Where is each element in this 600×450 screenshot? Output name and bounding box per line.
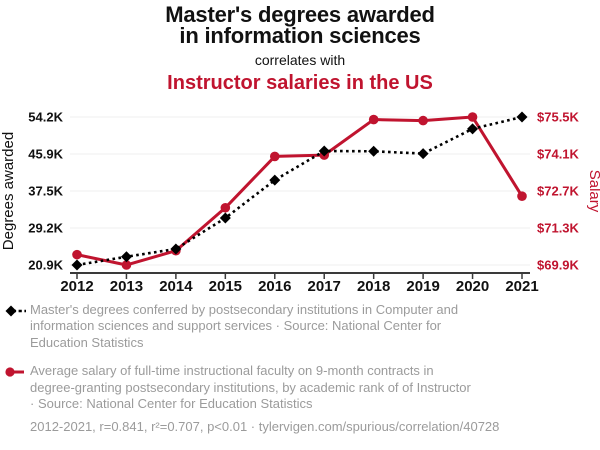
legend-item-degrees: Master's degrees conferred by postsecond… [4,302,600,351]
correlates-with-text: correlates with [254,52,346,68]
svg-text:20.9K: 20.9K [28,258,63,273]
diamond-dashed-legend-icon [5,305,26,317]
svg-text:29.2K: 29.2K [28,221,63,236]
svg-text:2015: 2015 [209,278,242,295]
svg-text:2013: 2013 [110,278,143,295]
title-line-1: Master's degrees awarded [165,2,435,27]
series-degrees [71,111,528,271]
svg-text:$75.5K: $75.5K [537,110,580,125]
svg-text:2020: 2020 [456,278,489,295]
svg-text:2012: 2012 [60,278,93,295]
legend: Master's degrees conferred by postsecond… [4,302,600,412]
svg-text:$72.7K: $72.7K [537,184,580,199]
svg-text:Salary: Salary [586,170,600,213]
series-lines [71,111,528,271]
circle-solid-legend-icon [5,367,24,377]
legend-item-salary: Average salary of full-time instructiona… [4,363,600,412]
svg-text:Degrees awarded: Degrees awarded [0,132,17,250]
svg-text:2016: 2016 [258,278,291,295]
legend-salary-line-1: Average salary of full-time instructiona… [30,363,434,379]
series-salary [72,112,527,270]
svg-text:2018: 2018 [357,278,390,295]
svg-text:$74.1K: $74.1K [537,147,580,162]
svg-text:2021: 2021 [505,278,538,295]
legend-degrees-line-2: information sciences and support service… [30,318,442,334]
svg-text:54.2K: 54.2K [28,110,63,125]
right-axis-tick-labels: $69.9K $71.3K $72.7K $74.1K $75.5K [537,110,580,273]
legend-text-salary: Average salary of full-time instructiona… [30,363,471,412]
svg-text:$69.9K: $69.9K [537,258,580,273]
svg-text:37.5K: 37.5K [28,184,63,199]
stats-footer: 2012-2021, r=0.841, r²=0.707, p<0.01 · t… [30,419,500,435]
x-axis: 2012 2013 2014 2015 2016 2017 2018 2019 2020 2021 [60,272,539,295]
svg-text:45.9K: 45.9K [28,147,63,162]
legend-text-degrees: Master's degrees conferred by postsecond… [30,302,458,351]
axis-titles: Degrees awarded Salary [0,132,600,250]
page-title: Master's degrees awarded in information … [0,2,600,48]
left-axis-tick-labels: 20.9K 29.2K 37.5K 45.9K 54.2K [28,110,63,273]
legend-salary-line-3: · Source: National Center for Education … [30,396,313,412]
legend-degrees-line-1: Master's degrees conferred by postsecond… [30,302,459,317]
svg-text:$71.3K: $71.3K [537,221,580,236]
legend-degrees-line-3: Education Statistics [30,334,144,350]
title-line-2: in information sciences [179,23,421,48]
legend-salary-line-2: degree-granting postsecondary institutio… [30,379,471,395]
chart-subtitle: Instructor salaries in the US [167,72,433,94]
svg-text:2014: 2014 [159,278,193,295]
correlation-line-chart: 20.9K 29.2K 37.5K 45.9K 54.2K $69.9K $71.3K $72… [0,110,600,296]
gridlines [70,116,530,266]
svg-text:2017: 2017 [308,278,341,295]
svg-text:2019: 2019 [406,278,439,295]
